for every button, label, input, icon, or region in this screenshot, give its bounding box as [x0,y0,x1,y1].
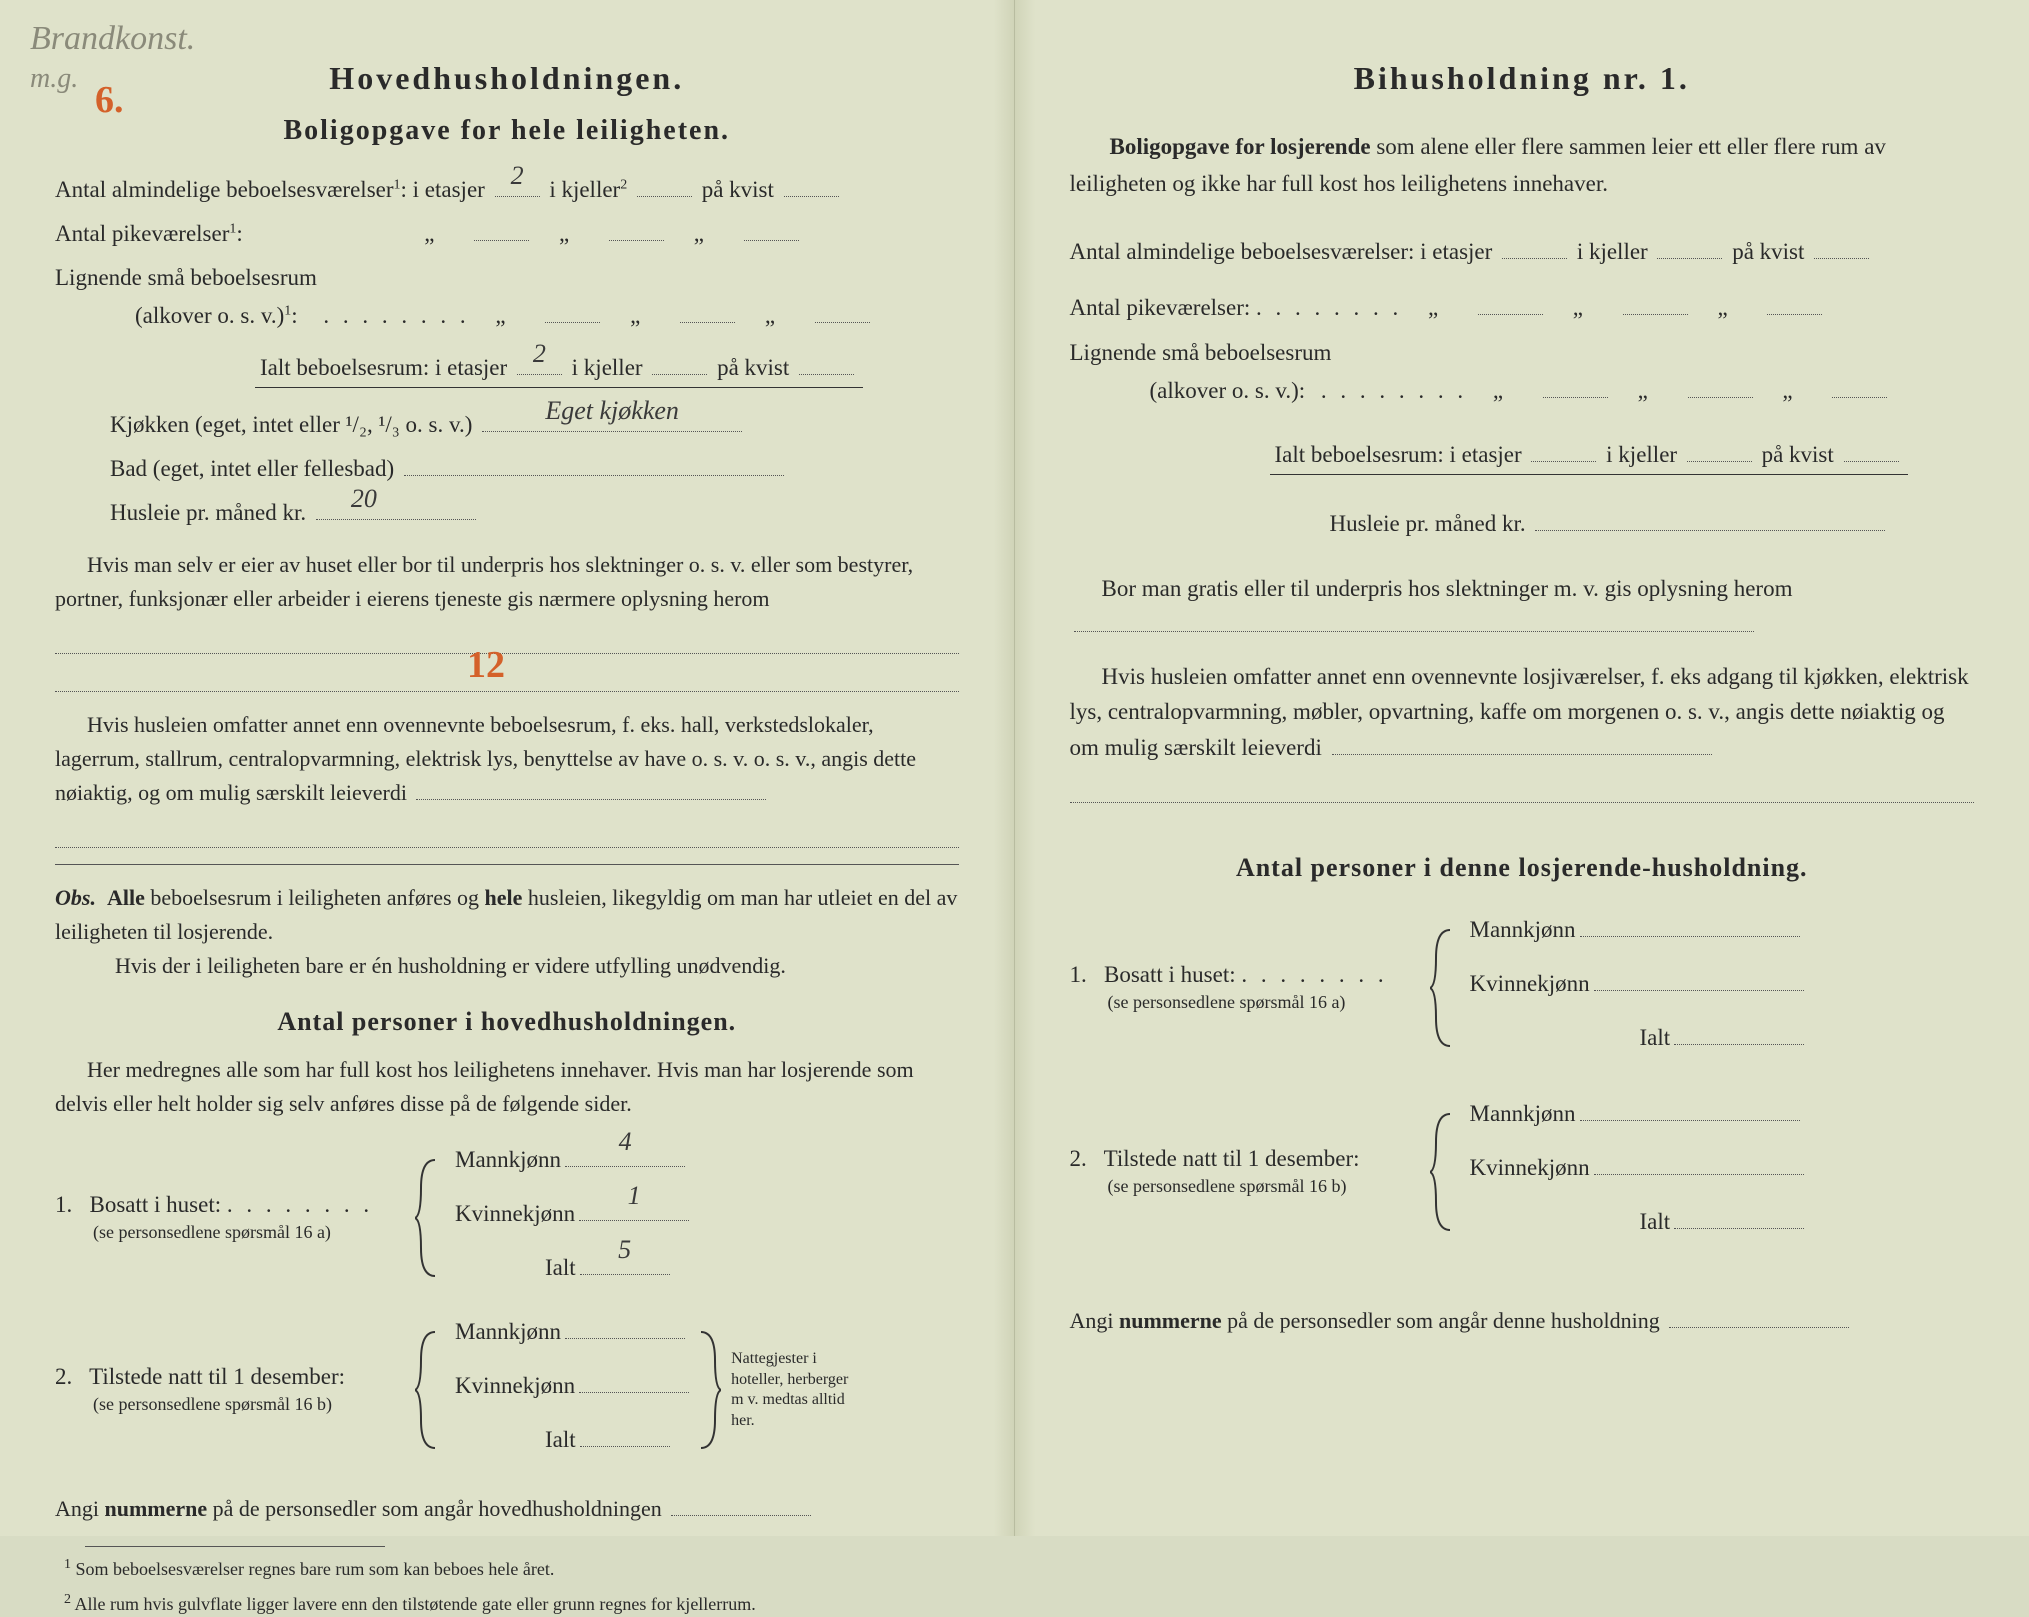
bad-line: Bad (eget, intet eller fellesbad) [55,450,959,488]
brace-icon [693,1330,721,1450]
husleie-line-r: Husleie pr. måned kr. [1070,505,1975,543]
obs-para: Obs. Alle beboelsesrum i leiligheten anf… [55,881,959,983]
lignende-line: Lignende små beboelsesrum (alkover o. s.… [55,259,959,335]
rooms-line-r: Antal almindelige beboelsesværelser: i e… [1070,233,1975,271]
tilstede-block: 2. Tilstede natt til 1 desember: (se per… [55,1309,959,1471]
tilstede-block-r: 2. Tilstede natt til 1 desember: (se per… [1070,1091,1975,1253]
footnote-1: 1 Som beboelsesværelser regnes bare rum … [55,1555,959,1582]
brace-icon [415,1158,443,1278]
right-page: Bihusholdning nr. 1. Boligopgave for los… [1015,0,2029,1536]
pike-line-r: Antal pikeværelser: „ „ „ [1070,289,1975,327]
natt-note: Nattegjester i hoteller, herberger m v. … [721,1349,851,1432]
intro-right: Boligopgave for losjerende som alene ell… [1070,129,1975,203]
brace-icon [1430,928,1458,1048]
gratis-para: Bor man gratis eller til underpris hos s… [1070,571,1975,642]
divider [55,864,959,865]
footnote-divider [85,1546,385,1547]
left-page: Brandkonst. m.g. 6. Hovedhusholdningen. … [0,0,1015,1536]
bosatt-block-r: 1. Bosatt i huset: (se personsedlene spø… [1070,907,1975,1069]
title-main-right: Bihusholdning nr. 1. [1070,60,1975,97]
angi-line-right: Angi nummerne på de personsedler som ang… [1070,1303,1975,1339]
omfatter-para-r: Hvis husleien omfatter annet enn ovennev… [1070,659,1975,804]
ialt-line: Ialt beboelsesrum: i etasjer 2 i kjeller… [55,349,959,388]
angi-line-left: Angi nummerne på de personsedler som ang… [55,1491,959,1527]
rooms-line: Antal almindelige beboelsesværelser1: i … [55,171,959,209]
brace-icon [415,1330,443,1450]
husleie-line: Husleie pr. måned kr. 20 [55,494,959,532]
handwritten-number: 6. [95,78,124,122]
bosatt-block: 1. Bosatt i huset: (se personsedlene spø… [55,1137,959,1299]
omfatter-para: Hvis husleien omfatter annet enn ovennev… [55,708,959,848]
kjokken-line: Kjøkken (eget, intet eller ¹/₂, ¹/₃ o. s… [55,406,959,444]
ialt-line-r: Ialt beboelsesrum: i etasjer i kjeller p… [1070,436,1975,475]
footnote-2: 2 Alle rum hvis gulvflate ligger lavere … [55,1590,959,1617]
brace-icon [1430,1112,1458,1232]
pike-line: Antal pikeværelser1: „ „ „ [55,215,959,253]
section-title-left: Antal personer i hovedhusholdningen. [55,1007,959,1037]
title-sub-left: Boligopgave for hele leiligheten. [55,115,959,147]
eier-para: Hvis man selv er eier av huset eller bor… [55,548,959,692]
section-title-right: Antal personer i denne losjerende-hushol… [1070,853,1975,883]
section-intro-left: Her medregnes alle som har full kost hos… [55,1053,959,1121]
lignende-line-r: Lignende små beboelsesrum (alkover o. s.… [1070,334,1975,410]
